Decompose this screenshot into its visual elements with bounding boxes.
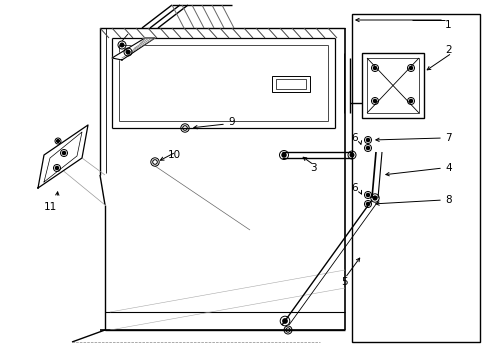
Text: 8: 8: [444, 195, 451, 205]
Text: 3: 3: [309, 163, 316, 173]
Text: 9: 9: [227, 117, 234, 127]
Text: 2: 2: [444, 45, 451, 55]
Bar: [366, 58, 418, 113]
Circle shape: [349, 153, 353, 157]
Circle shape: [373, 99, 376, 103]
Polygon shape: [38, 125, 88, 188]
Text: 7: 7: [444, 133, 451, 143]
Circle shape: [366, 147, 369, 149]
Circle shape: [373, 67, 376, 69]
Bar: [275, 79, 305, 89]
Polygon shape: [112, 38, 155, 60]
Circle shape: [126, 50, 129, 54]
Circle shape: [366, 202, 369, 206]
Polygon shape: [100, 28, 345, 330]
Text: 10: 10: [168, 150, 181, 160]
Circle shape: [62, 152, 65, 154]
Bar: [271, 76, 309, 92]
Text: 6: 6: [351, 133, 357, 143]
Bar: [361, 53, 423, 118]
Circle shape: [282, 153, 285, 157]
Bar: [351, 14, 479, 342]
Circle shape: [366, 139, 369, 141]
Text: 4: 4: [444, 163, 451, 173]
Circle shape: [408, 99, 412, 103]
Circle shape: [55, 166, 59, 170]
Circle shape: [372, 196, 376, 200]
Circle shape: [120, 43, 123, 47]
Circle shape: [408, 67, 412, 69]
Text: 5: 5: [341, 277, 347, 287]
Circle shape: [366, 193, 369, 197]
Text: 1: 1: [444, 20, 451, 30]
Circle shape: [57, 140, 59, 142]
Text: 6: 6: [351, 183, 357, 193]
Text: 11: 11: [43, 202, 57, 212]
Circle shape: [282, 319, 286, 323]
